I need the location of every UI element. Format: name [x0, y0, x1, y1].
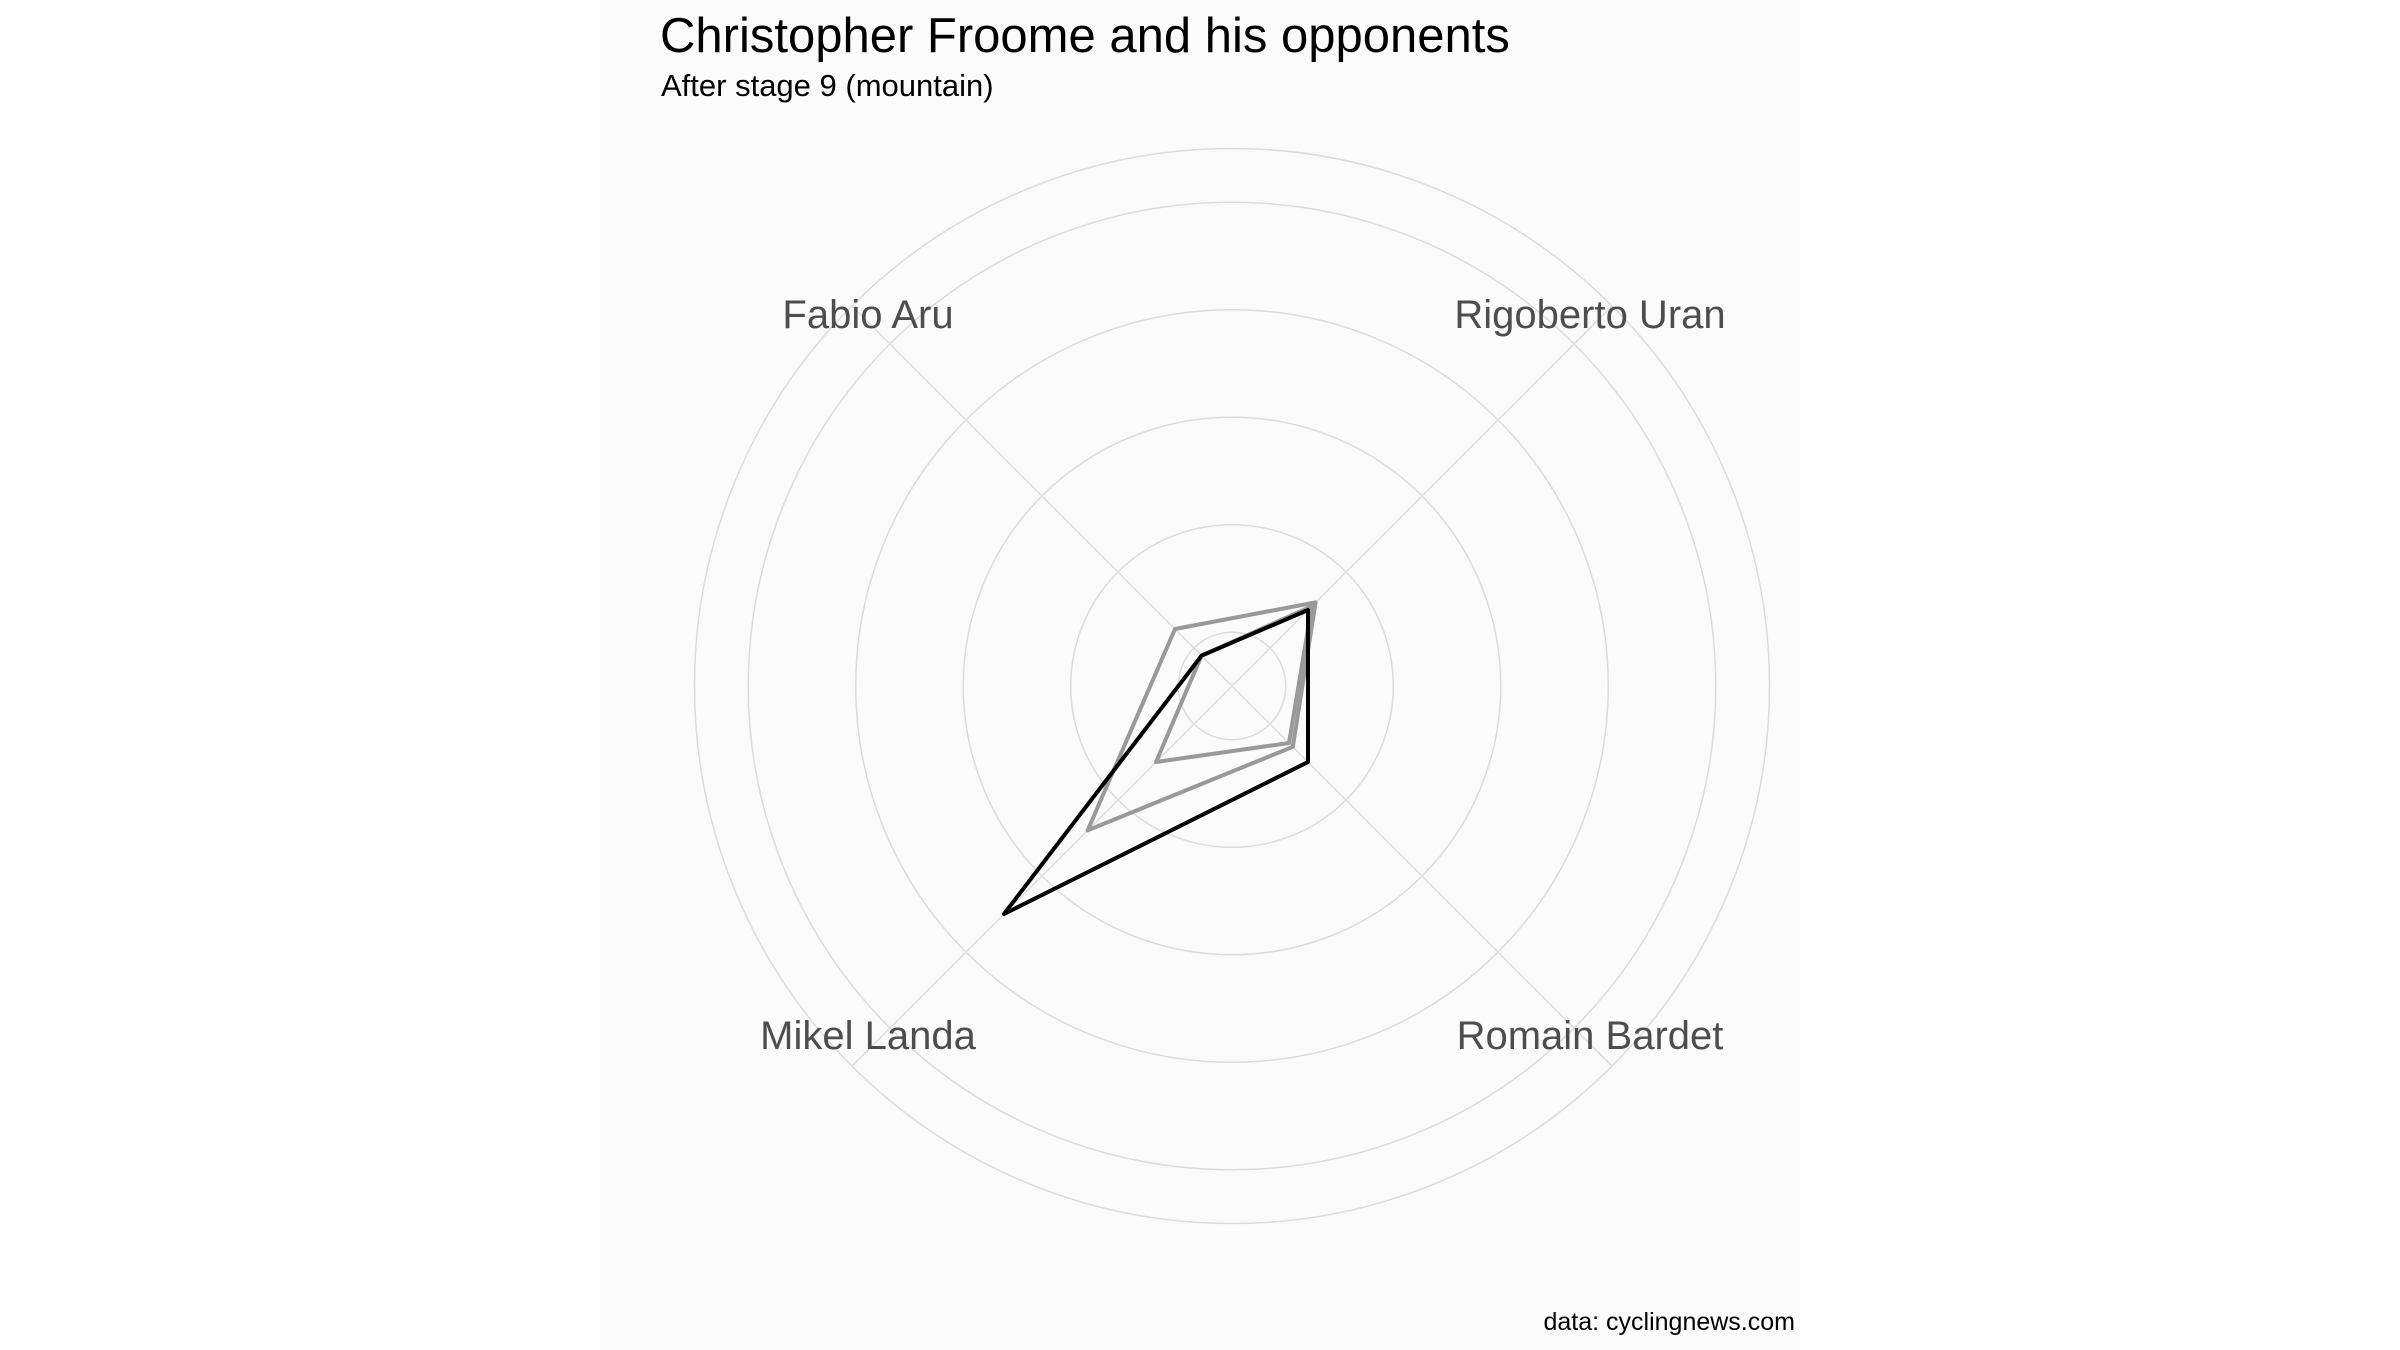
grid-spoke: [851, 305, 1233, 687]
axis-labels: Rigoberto Uran Romain Bardet Mikel Landa Fa…: [760, 293, 1725, 1058]
axis-label: Mikel Landa: [760, 1014, 976, 1058]
axis-label: Fabio Aru: [782, 293, 953, 337]
grid-circle: [855, 309, 1609, 1063]
radar-series: [1002, 600, 1318, 916]
chart-subtitle: After stage 9 (mountain): [661, 68, 994, 103]
axis-label: Romain Bardet: [1457, 1014, 1724, 1058]
grid-spoke: [1231, 305, 1613, 687]
grid-circle: [693, 147, 1771, 1225]
axis-label: Rigoberto Uran: [1454, 293, 1725, 337]
series-polygon: [1085, 600, 1318, 833]
chart-caption: data: cyclingnews.com: [1543, 1308, 1795, 1336]
series-polygon: [1002, 608, 1310, 916]
chart-title: Christopher Froome and his opponents: [660, 9, 1510, 63]
grid-spoke: [851, 685, 1233, 1067]
radar-grid: [693, 147, 1771, 1225]
grid-circle: [747, 201, 1717, 1171]
grid-circle: [962, 416, 1502, 956]
grid-spoke: [1231, 685, 1613, 1067]
grid-circle: [1070, 524, 1394, 848]
plot-panel: [600, 0, 1800, 1350]
